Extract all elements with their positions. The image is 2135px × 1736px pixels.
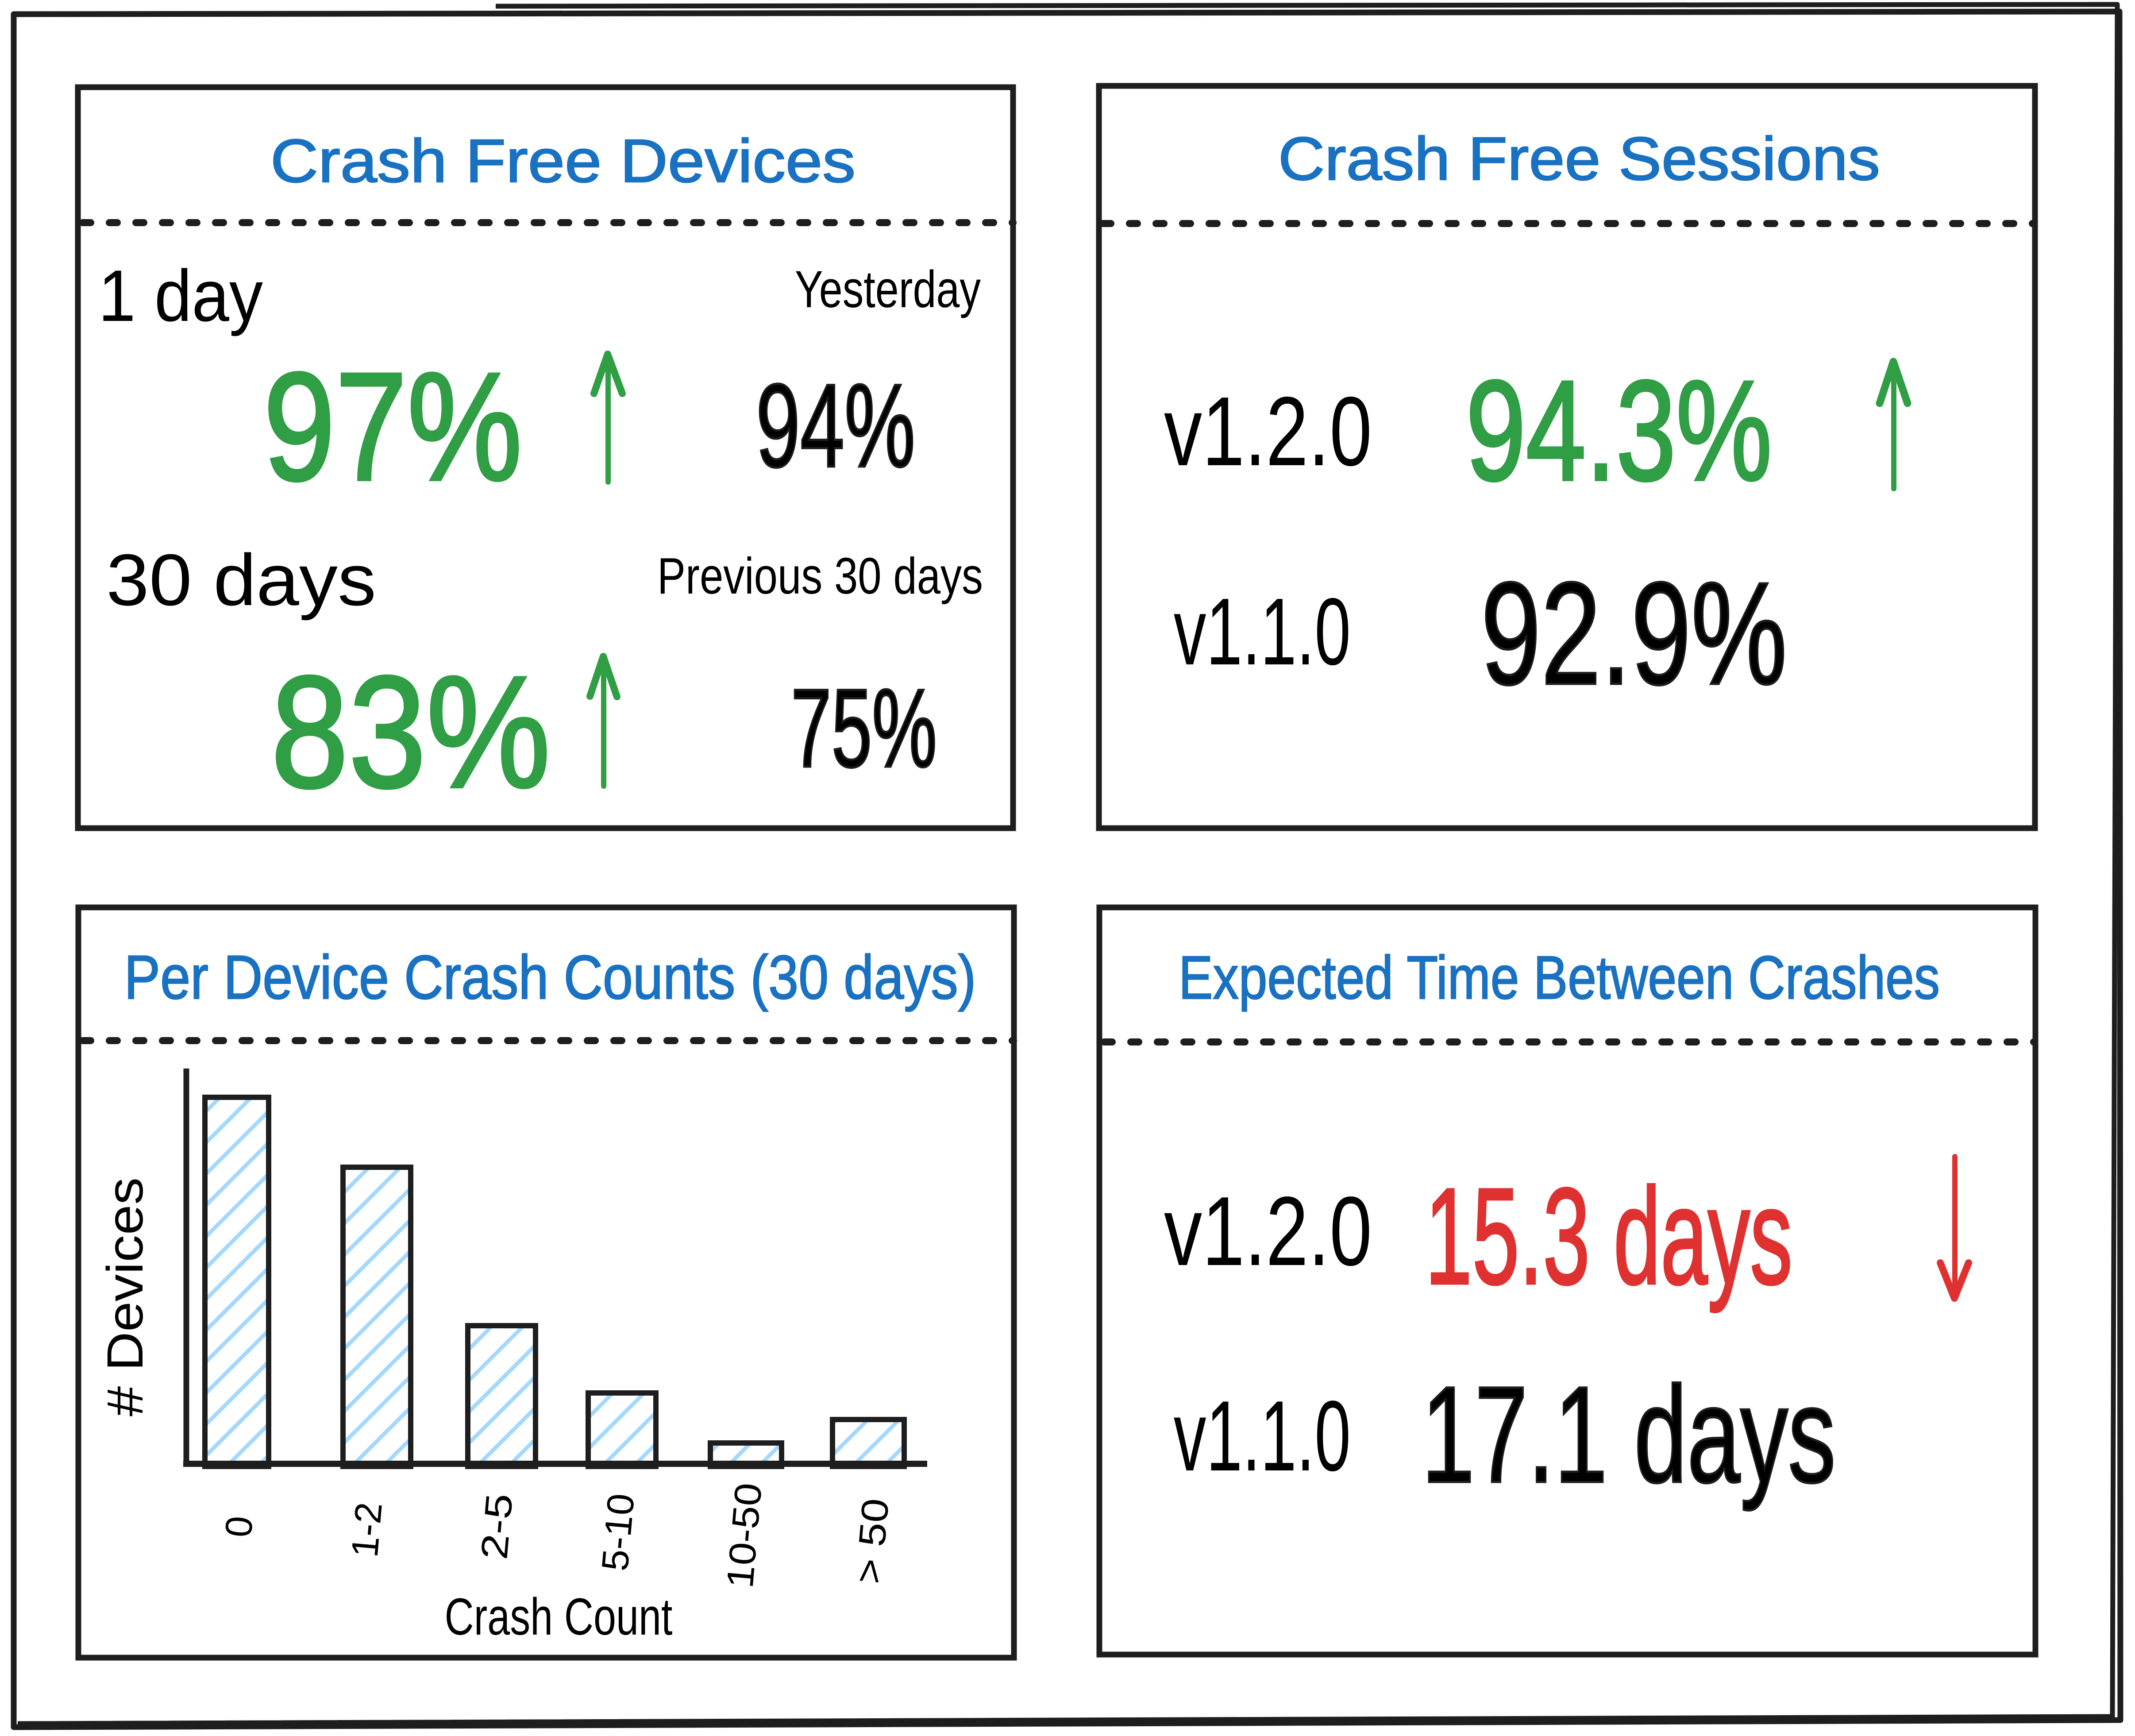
svg-text:94%: 94% bbox=[756, 359, 915, 492]
svg-text:5-10: 5-10 bbox=[594, 1492, 643, 1573]
svg-text:Per Device Crash Counts (30 da: Per Device Crash Counts (30 days) bbox=[124, 942, 976, 1012]
svg-text:> 50: > 50 bbox=[848, 1497, 897, 1586]
svg-text:92.9%: 92.9% bbox=[1481, 552, 1787, 715]
svg-text:10-50: 10-50 bbox=[719, 1481, 770, 1589]
svg-text:75%: 75% bbox=[791, 666, 937, 791]
svg-text:v1.2.0: v1.2.0 bbox=[1164, 1177, 1372, 1286]
svg-text:Crash Free Devices: Crash Free Devices bbox=[270, 127, 856, 195]
svg-text:0: 0 bbox=[217, 1514, 261, 1539]
svg-text:Expected Time Between Crashes: Expected Time Between Crashes bbox=[1179, 944, 1940, 1012]
svg-text:v1.1.0: v1.1.0 bbox=[1174, 1380, 1351, 1492]
svg-text:2-5: 2-5 bbox=[473, 1492, 521, 1561]
svg-text:30 days: 30 days bbox=[106, 539, 376, 621]
svg-text:97%: 97% bbox=[263, 340, 522, 513]
svg-text:v1.1.0: v1.1.0 bbox=[1174, 578, 1351, 685]
svg-text:17.1 days: 17.1 days bbox=[1422, 1358, 1836, 1512]
svg-text:# Devices: # Devices bbox=[97, 1177, 154, 1416]
svg-text:1 day: 1 day bbox=[98, 255, 263, 336]
svg-text:v1.2.0: v1.2.0 bbox=[1164, 377, 1372, 486]
svg-text:Crash Free Sessions: Crash Free Sessions bbox=[1278, 125, 1880, 193]
svg-text:94.3%: 94.3% bbox=[1466, 351, 1772, 510]
svg-text:83%: 83% bbox=[271, 643, 551, 821]
svg-text:1-2: 1-2 bbox=[343, 1501, 390, 1559]
svg-text:15.3 days: 15.3 days bbox=[1425, 1159, 1792, 1314]
svg-text:Previous 30 days: Previous 30 days bbox=[657, 547, 983, 605]
svg-text:Yesterday: Yesterday bbox=[795, 260, 981, 319]
svg-text:Crash Count: Crash Count bbox=[445, 1588, 673, 1646]
